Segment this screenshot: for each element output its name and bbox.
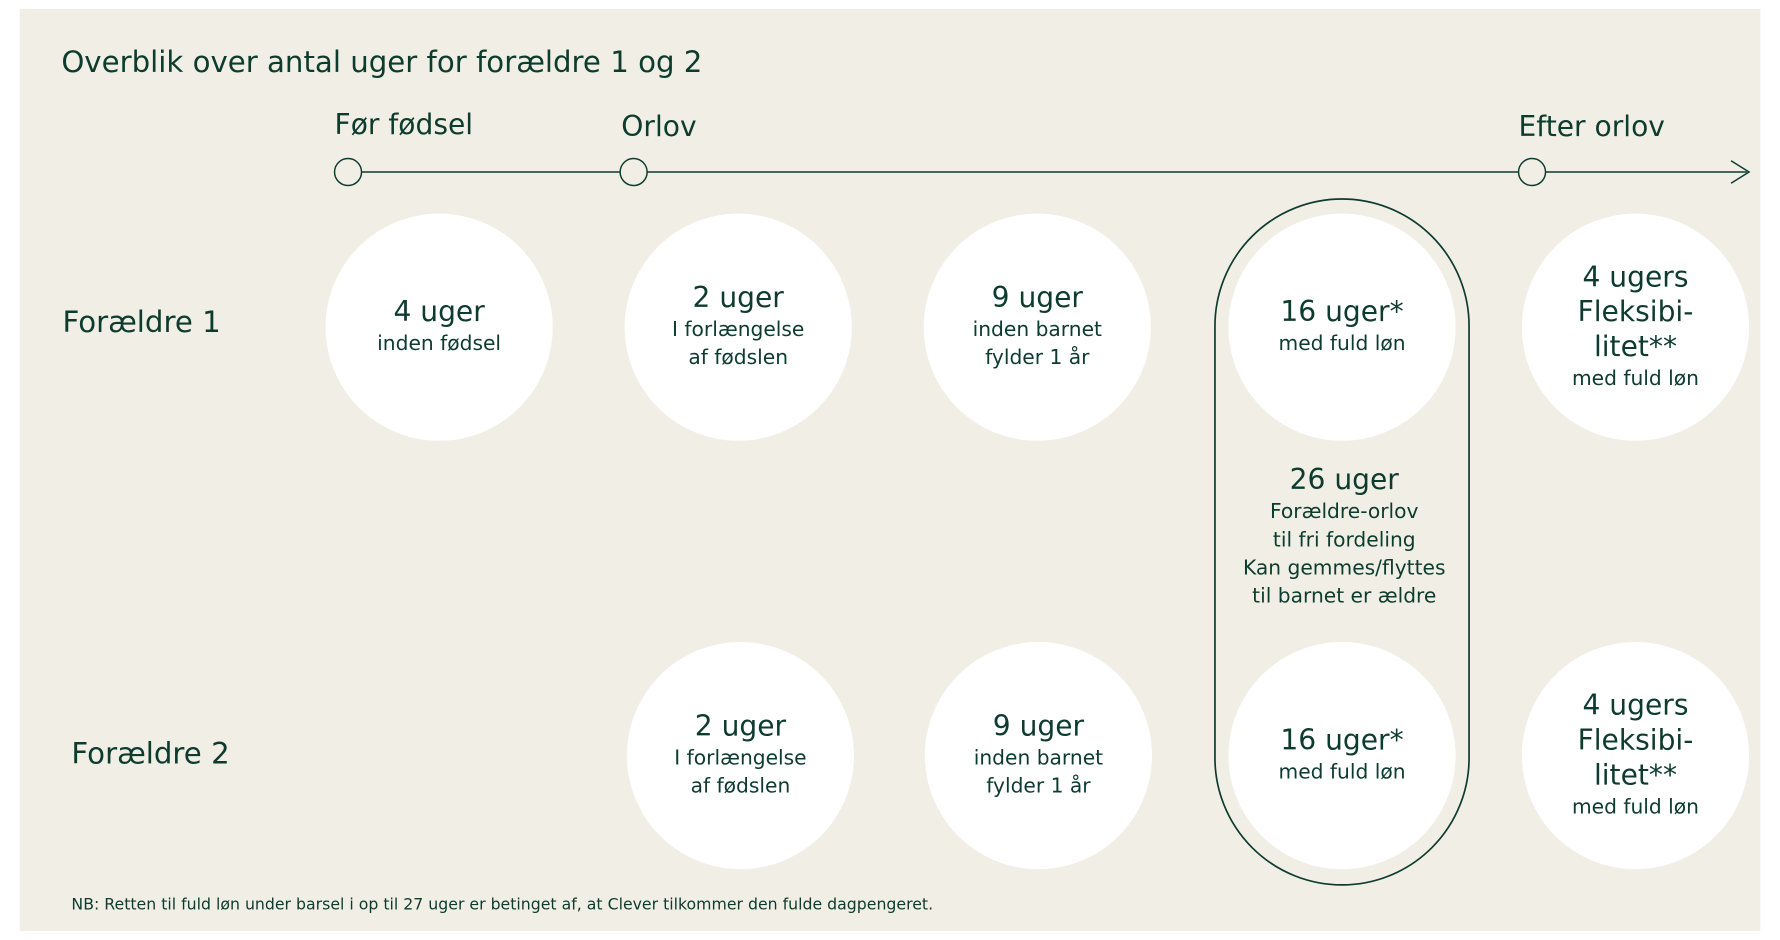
circle-text: med fuld løn [1279,760,1406,784]
circle-heading: 26 uger [1290,463,1400,496]
leave-circle [1521,213,1750,441]
circle-text: af fødslen [691,774,791,798]
shared-pill [1214,198,1470,886]
circle-text: I forlængelse [674,745,806,769]
circle-heading: litet** [1594,758,1677,791]
timeline-node [619,157,648,187]
circle-heading: Fleksibi- [1578,724,1694,757]
circle-text: inden fødsel [377,331,501,355]
circle-heading: 2 uger [695,709,787,742]
phase-label: Efter orlov [1519,110,1665,143]
circle-text: til barnet er ældre [1252,584,1436,608]
circle-text: til fri fordeling [1273,527,1416,551]
circle-text: fylder 1 år [985,345,1090,369]
circle-heading: 9 uger [993,709,1085,742]
circle-heading: 4 uger [393,295,485,328]
circle-text: inden barnet [973,317,1102,341]
circle-text: Kan gemmes/flyttes [1243,555,1446,579]
background [19,8,1761,932]
circle-text: med fuld løn [1572,366,1699,390]
circle-text: I forlængelse [672,317,804,341]
circle-text: af fødslen [688,345,788,369]
circle-text: med fuld løn [1279,331,1406,355]
leave-circle [325,213,553,441]
circle-heading: Fleksibi- [1578,295,1694,328]
circle-text: fylder 1 år [986,774,1091,798]
circle-heading: 16 uger* [1280,724,1403,757]
title: Overblik over antal uger for forældre 1 … [61,45,702,79]
timeline-arrow [1730,160,1751,184]
phase-label: Før fødsel [335,108,474,141]
timeline-node [333,157,363,187]
circle-heading: 4 ugers [1582,260,1688,293]
row-label: Forældre 1 [62,305,220,339]
circle-heading: 9 uger [992,281,1084,314]
circle-heading: litet** [1594,330,1677,363]
leave-circle [1228,642,1456,870]
circle-heading: 16 uger* [1280,295,1403,328]
leave-circle [924,642,1152,870]
phase-label: Orlov [621,110,696,143]
leave-circle [626,642,855,870]
timeline-node [1517,157,1547,187]
row-label: Forældre 2 [71,737,229,771]
leave-circle [1521,642,1750,870]
circle-text: inden barnet [974,745,1103,769]
circle-text: med fuld løn [1572,794,1699,818]
footnote: NB: Retten til fuld løn under barsel i o… [71,895,933,914]
leave-circle [624,213,852,441]
leave-circle [1228,213,1456,441]
circle-heading: 2 uger [693,281,785,314]
leave-circle [923,213,1151,441]
circle-text: Forældre-orlov [1270,499,1419,523]
circle-heading: 4 ugers [1582,689,1688,722]
